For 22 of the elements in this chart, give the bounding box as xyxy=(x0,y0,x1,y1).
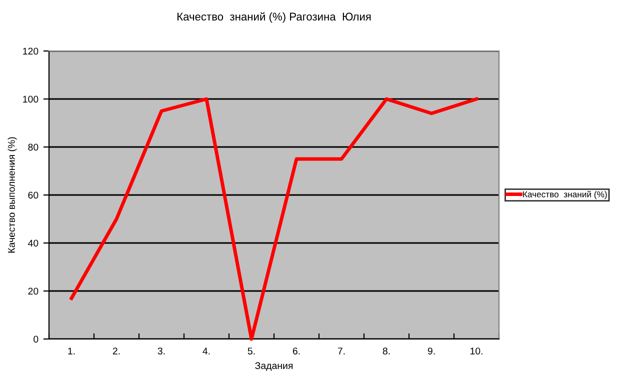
y-axis-title: Качество выполнения (%) xyxy=(8,137,17,253)
x-tick-label: 6. xyxy=(292,348,300,354)
x-tick-label: 3. xyxy=(158,348,165,354)
y-tick-label: 100 xyxy=(23,96,38,103)
x-tick-label: 9. xyxy=(428,348,435,354)
x-tick-label: 4. xyxy=(202,348,210,354)
legend-label: Качество знаний (%) xyxy=(523,190,607,200)
line-series xyxy=(70,97,478,341)
x-tick-label: 5. xyxy=(248,348,255,354)
y-tick-label: 60 xyxy=(28,192,38,199)
x-tick-label: 10. xyxy=(470,348,482,354)
y-tick-label: 120 xyxy=(23,48,38,55)
y-tick-label: 20 xyxy=(28,288,38,295)
x-tick-label: 2. xyxy=(112,348,120,354)
x-tick-label: 7. xyxy=(338,348,345,354)
y-tick-label: 0 xyxy=(34,336,38,343)
y-tick-label: 80 xyxy=(28,144,38,151)
x-tick-label: 1. xyxy=(68,348,75,354)
y-tick-label: 40 xyxy=(28,240,38,247)
x-axis-title: Задания xyxy=(255,362,293,371)
chart-title: Качество знаний (%) Рагозина Юлия xyxy=(177,12,371,23)
x-tick-label: 8. xyxy=(382,348,390,354)
